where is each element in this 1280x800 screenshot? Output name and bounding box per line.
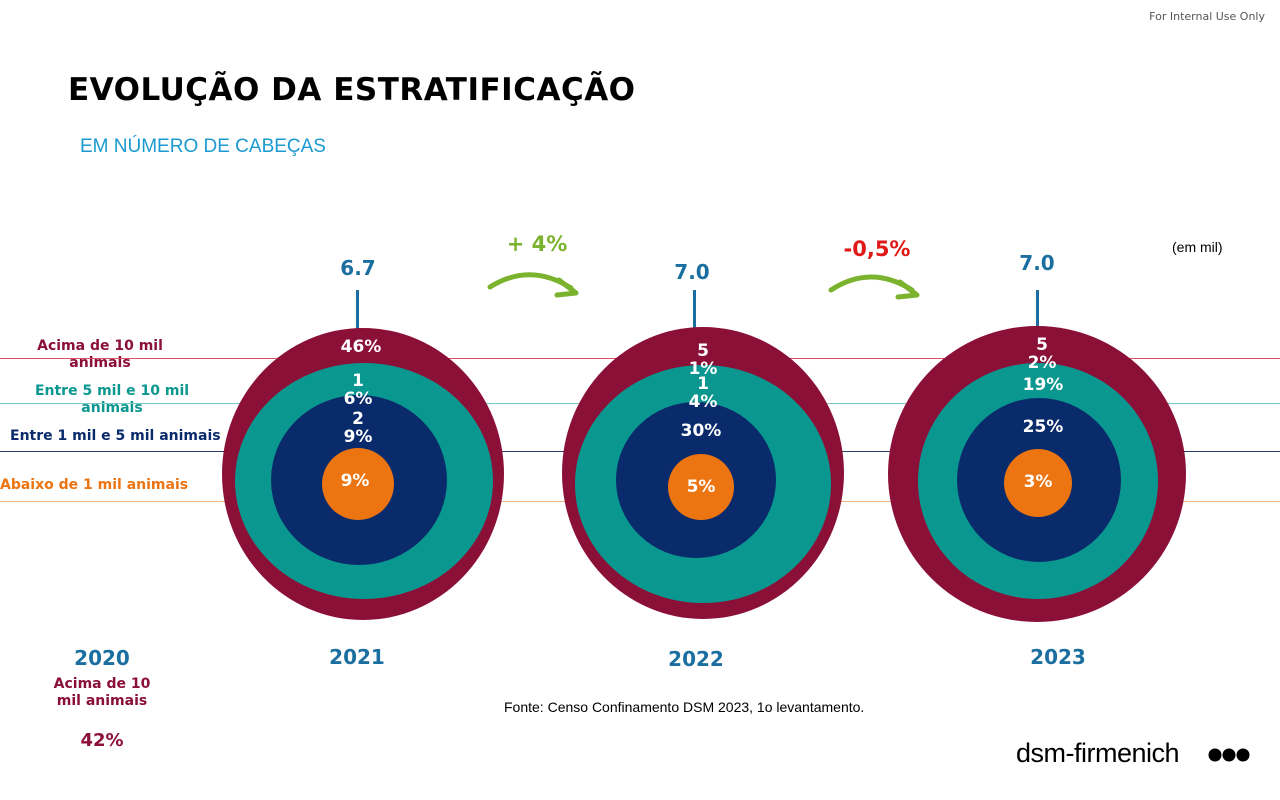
pct-2022-below-1k: 5% bbox=[686, 477, 716, 497]
pct-2021-above-10k: 46% bbox=[340, 337, 382, 357]
total-2023: 7.0 bbox=[1019, 251, 1055, 275]
source-note: Fonte: Censo Confinamento DSM 2023, 1o l… bbox=[504, 699, 865, 715]
ring-2022-below-1k bbox=[668, 454, 734, 520]
year-2020: 2020 bbox=[74, 646, 130, 670]
pct-2022-above-10k: 51% bbox=[688, 341, 718, 379]
ring-2021-below-1k bbox=[322, 448, 394, 520]
curved-arrow-icon bbox=[828, 274, 920, 300]
total-2022: 7.0 bbox=[674, 260, 710, 284]
total-connector-2022 bbox=[693, 290, 696, 332]
category-label-5k-10k: Entre 5 mil e 10 mil animais bbox=[34, 383, 190, 416]
total-connector-2021 bbox=[356, 290, 359, 332]
pct-2023-1k-5k: 25% bbox=[1022, 417, 1064, 437]
year-2022: 2022 bbox=[668, 647, 724, 671]
year-2021: 2021 bbox=[329, 645, 385, 669]
ring-2023-below-1k bbox=[1004, 449, 1072, 517]
curved-arrow-icon bbox=[487, 272, 579, 298]
reference-2020-value: 42% bbox=[80, 730, 124, 751]
internal-use-label: For Internal Use Only bbox=[1149, 10, 1265, 23]
pct-2022-5k-10k: 14% bbox=[688, 374, 718, 412]
pct-2021-5k-10k: 16% bbox=[343, 371, 373, 409]
pct-2022-1k-5k: 30% bbox=[680, 421, 722, 441]
pct-2021-1k-5k: 29% bbox=[343, 409, 373, 447]
year-2023: 2023 bbox=[1030, 645, 1086, 669]
brand-logo: dsm-firmenich bbox=[1016, 738, 1180, 768]
pct-2023-5k-10k: 19% bbox=[1022, 375, 1064, 395]
pct-2021-below-1k: 9% bbox=[340, 471, 370, 491]
change-2022-2023: -0,5% bbox=[843, 237, 911, 261]
unit-label: (em mil) bbox=[1172, 239, 1223, 255]
page-subtitle: EM NÚMERO DE CABEÇAS bbox=[80, 136, 326, 157]
category-label-1k-5k: Entre 1 mil e 5 mil animais bbox=[10, 428, 220, 444]
pct-2023-above-10k: 52% bbox=[1027, 335, 1057, 373]
category-label-above-10k: Acima de 10 mil animais bbox=[37, 338, 163, 371]
brand-dots-icon bbox=[1208, 748, 1250, 762]
reference-2020-category: Acima de 10 mil animais bbox=[53, 676, 151, 709]
category-label-below-1k: Abaixo de 1 mil animais bbox=[0, 477, 189, 493]
pct-2023-below-1k: 3% bbox=[1023, 472, 1053, 492]
page-title: EVOLUÇÃO DA ESTRATIFICAÇÃO bbox=[68, 72, 636, 108]
total-2021: 6.7 bbox=[340, 256, 376, 280]
total-connector-2023 bbox=[1036, 290, 1039, 330]
change-2021-2022: + 4% bbox=[506, 232, 568, 256]
